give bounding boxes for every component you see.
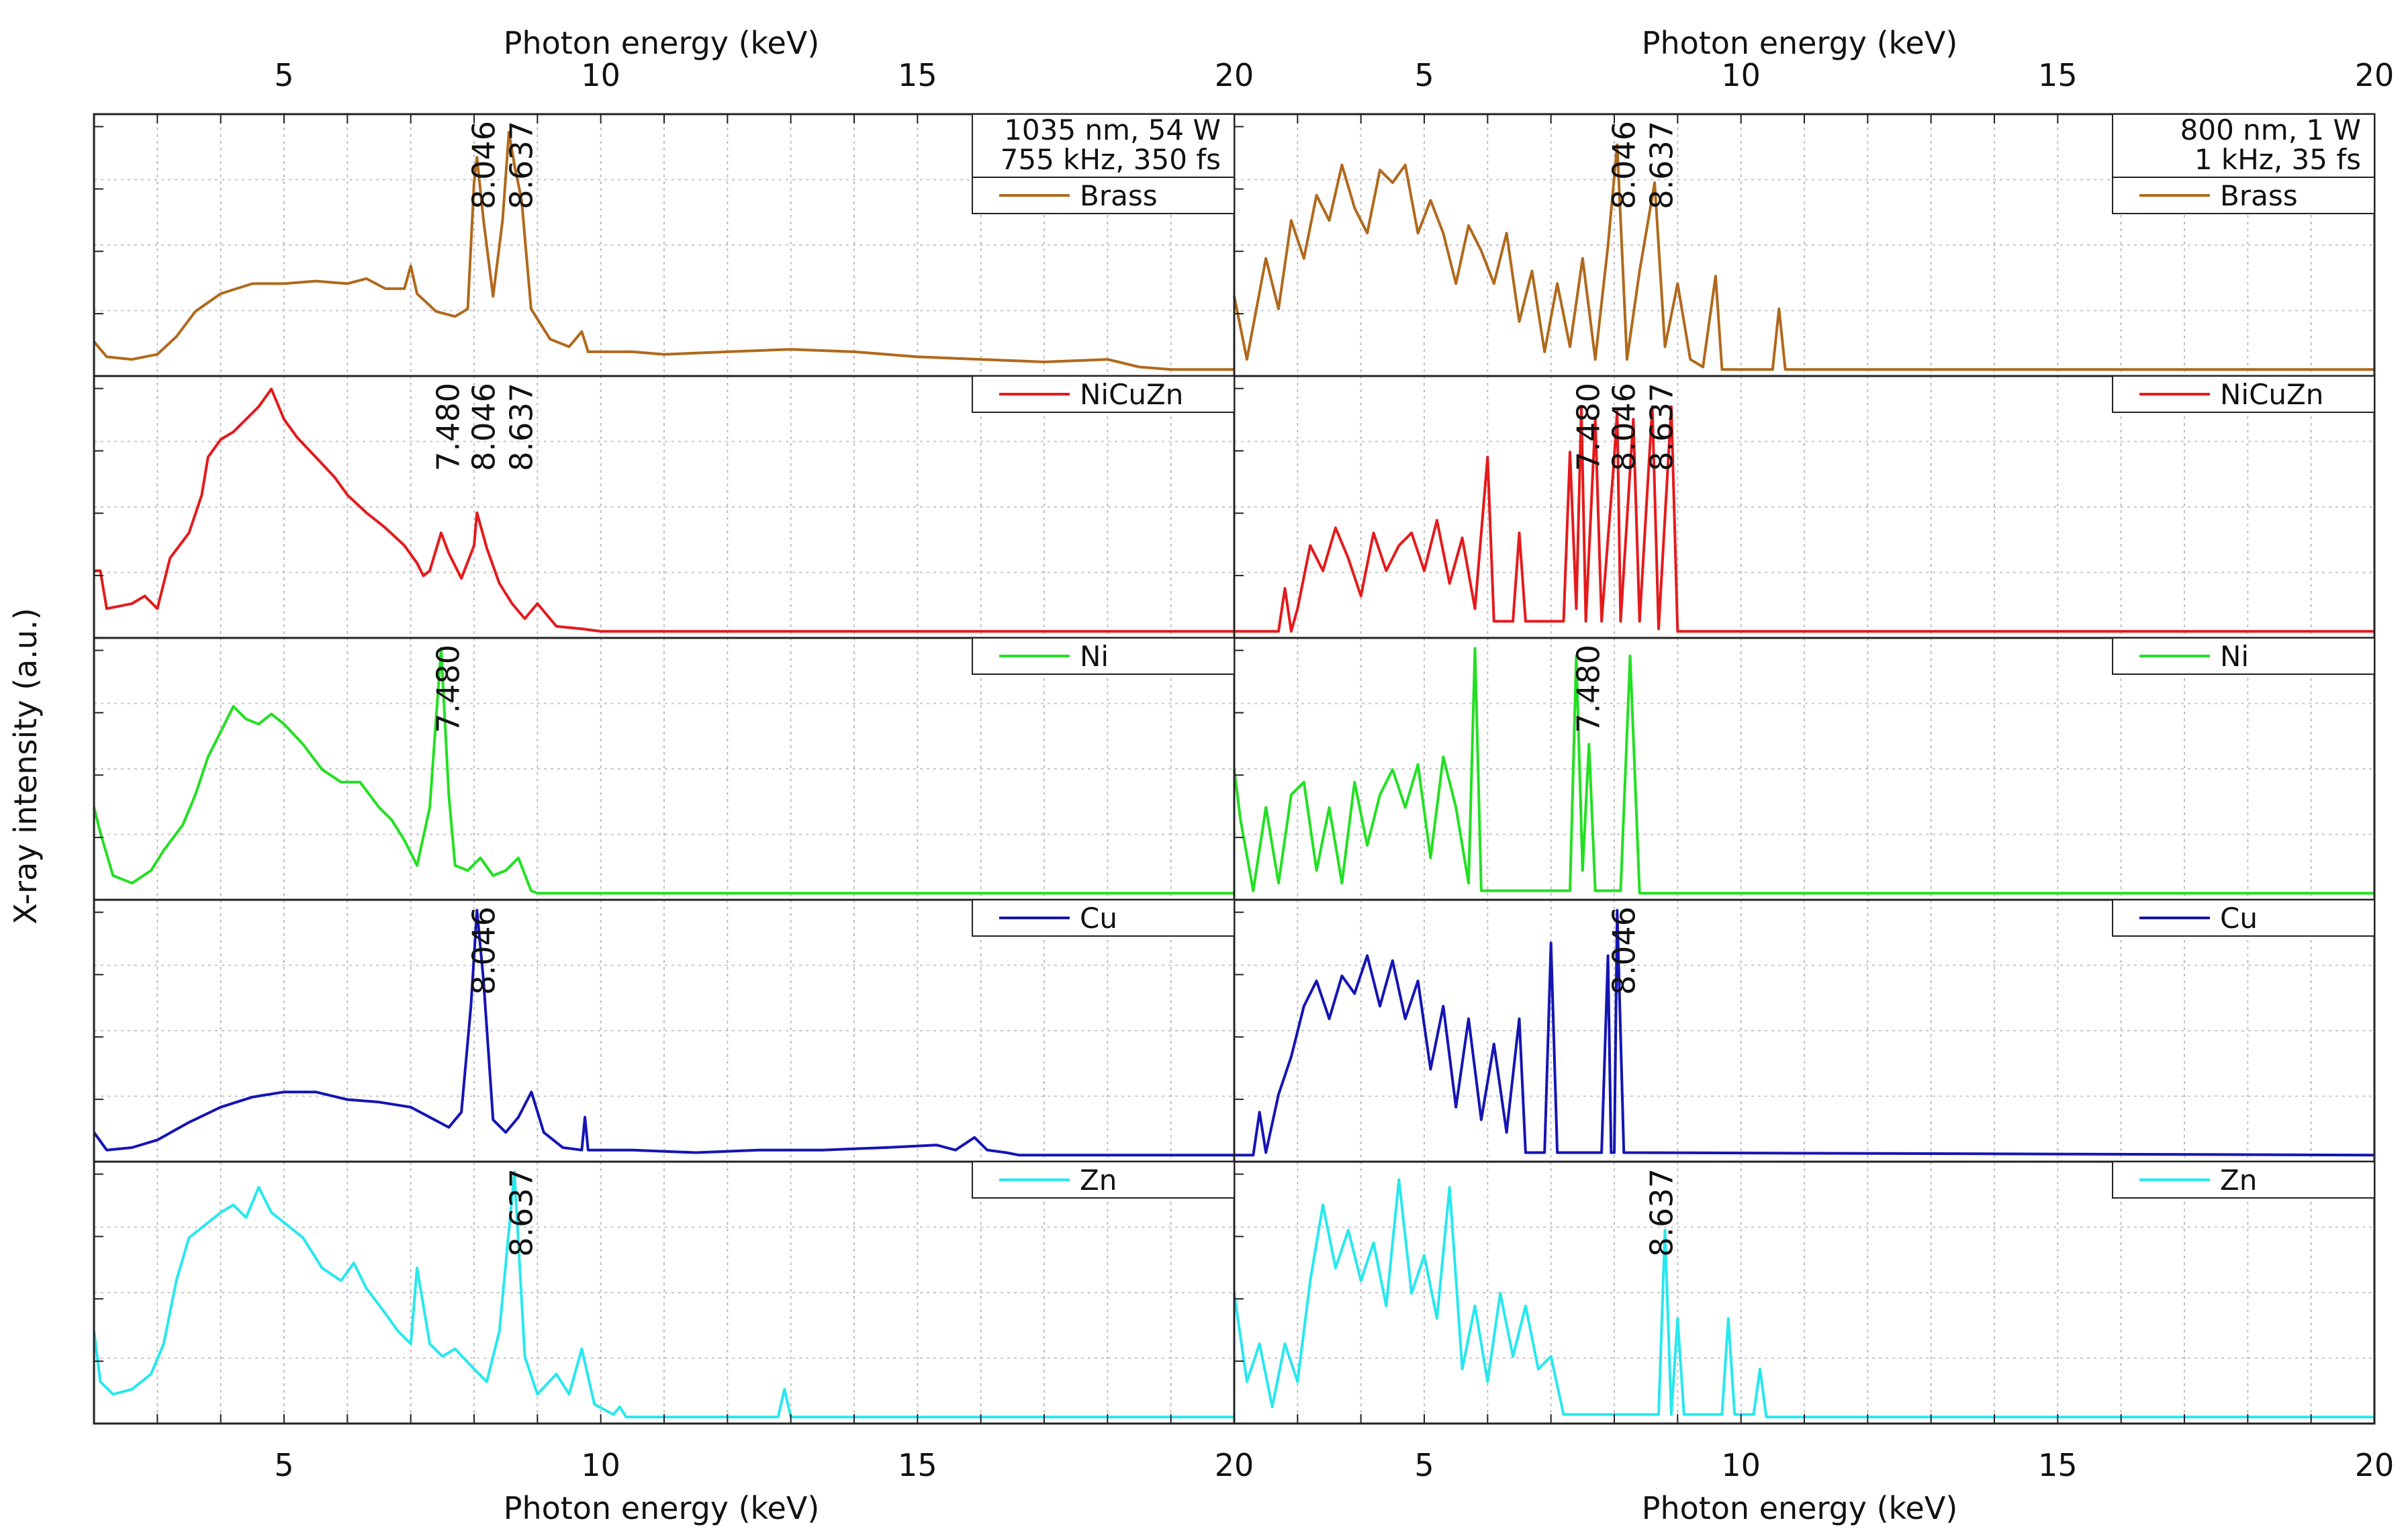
x-tick-label-top: 5 — [274, 57, 293, 93]
legend-label: Brass — [2220, 179, 2298, 212]
conditions-text: 1 kHz, 35 fs — [2194, 143, 2361, 176]
conditions-text: 800 nm, 1 W — [2180, 113, 2361, 146]
peak-label: 8.637 — [504, 383, 540, 471]
x-tick-label-top: 15 — [898, 57, 937, 93]
series-line-zn-left — [93, 1170, 1234, 1419]
peak-label: 8.046 — [466, 383, 502, 471]
legend-label: Ni — [2220, 640, 2249, 673]
x-tick-label-bottom: 15 — [2038, 1447, 2078, 1483]
x-tick-label-top: 20 — [2355, 57, 2395, 93]
peak-label: 8.046 — [466, 121, 502, 210]
x-tick-label-bottom: 20 — [1215, 1447, 1254, 1483]
series-line-nicuzn-right — [1234, 405, 2374, 633]
x-tick-label-top: 10 — [581, 57, 620, 93]
conditions-box — [2112, 113, 2375, 178]
bottom-x-axis-title-left: Photon energy (keV) — [504, 1490, 820, 1526]
series-line-ni-left — [93, 647, 1234, 895]
x-tick-label-bottom: 20 — [2355, 1447, 2395, 1483]
x-tick-label-top: 5 — [1414, 57, 1434, 93]
x-tick-label-top: 10 — [1721, 57, 1761, 93]
series-line-brass-right — [1233, 143, 2374, 371]
legend-label: Brass — [1080, 179, 1158, 212]
peak-label: 8.637 — [504, 121, 540, 210]
x-tick-label-bottom: 15 — [898, 1447, 937, 1483]
series-line-cu-left — [93, 909, 1234, 1157]
x-tick-label-top: 20 — [1215, 57, 1254, 93]
conditions-text: 755 kHz, 350 fs — [1001, 143, 1221, 176]
legend-label: NiCuZn — [2220, 378, 2323, 411]
peak-label: 7.480 — [1570, 645, 1606, 733]
peak-label: 7.480 — [1570, 383, 1606, 471]
peak-label: 8.046 — [1606, 907, 1642, 995]
series-line-brass-left — [93, 130, 1234, 371]
conditions-box — [972, 113, 1235, 178]
peak-label: 8.637 — [1644, 121, 1680, 210]
x-tick-label-bottom: 10 — [581, 1447, 620, 1483]
conditions-text: 1035 nm, 54 W — [1004, 113, 1221, 146]
x-tick-label-bottom: 5 — [1414, 1447, 1434, 1483]
y-axis-title: X-ray intensity (a.u.) — [7, 608, 44, 924]
top-x-axis-title-right: Photon energy (keV) — [1642, 25, 1958, 61]
series-line-cu-right — [1234, 909, 2375, 1157]
legend-label: Zn — [1080, 1164, 1117, 1197]
x-tick-label-bottom: 5 — [274, 1447, 293, 1483]
series-line-ni-right — [1233, 647, 2374, 895]
series-line-zn-right — [1233, 1178, 2374, 1419]
bottom-x-axis-title-right: Photon energy (keV) — [1642, 1490, 1958, 1526]
peak-label: 8.637 — [1644, 383, 1680, 471]
legend-label: Zn — [2220, 1164, 2257, 1197]
peak-label: 8.046 — [1606, 383, 1642, 471]
peak-label: 7.480 — [430, 383, 466, 471]
legend-label: Ni — [1080, 640, 1109, 673]
peak-label: 8.637 — [1644, 1168, 1680, 1257]
series-line-nicuzn-left — [94, 387, 1234, 633]
x-tick-label-top: 15 — [2038, 57, 2078, 93]
top-x-axis-title-left: Photon energy (keV) — [504, 25, 820, 61]
legend-label: NiCuZn — [1080, 378, 1183, 411]
peak-label: 7.480 — [430, 645, 466, 733]
peak-label: 8.046 — [466, 907, 502, 995]
x-tick-label-bottom: 10 — [1721, 1447, 1761, 1483]
peak-label: 8.046 — [1606, 121, 1642, 210]
legend-label: Cu — [1080, 902, 1117, 935]
peak-label: 8.637 — [504, 1168, 540, 1257]
legend-label: Cu — [2220, 902, 2258, 935]
